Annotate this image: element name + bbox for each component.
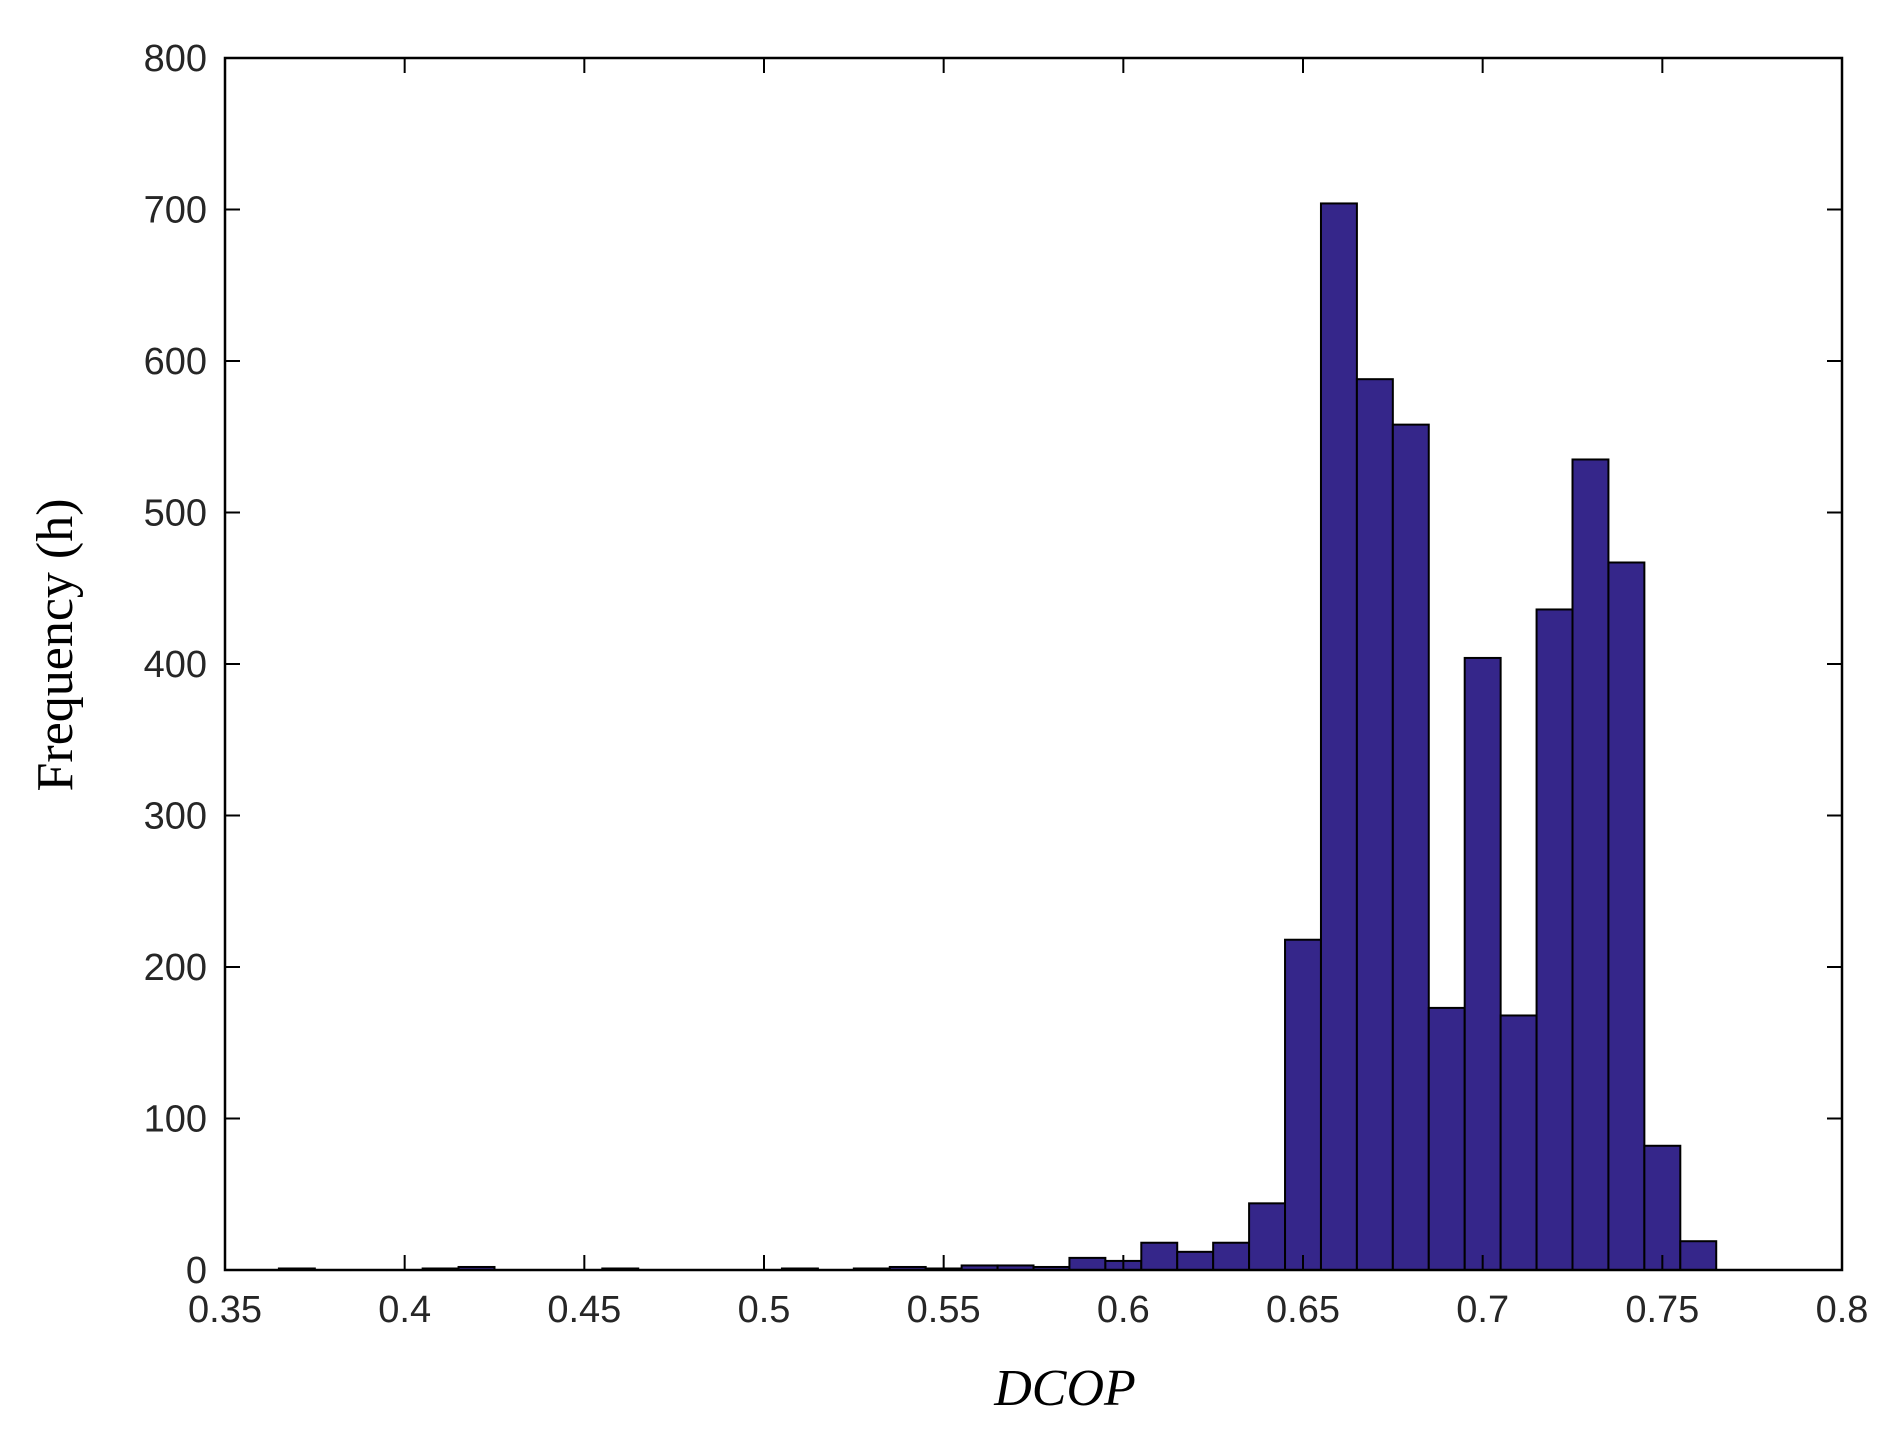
x-axis-title: DCOP <box>993 1360 1136 1417</box>
histogram-bar <box>1068 1256 1107 1272</box>
y-axis-title: Frequency (h) <box>27 498 84 791</box>
histogram-bar <box>1355 378 1394 1271</box>
x-tick-label: 0.5 <box>738 1289 791 1331</box>
histogram-bar <box>1284 938 1322 1271</box>
plot-frame <box>223 56 1844 1272</box>
y-tick-label: 100 <box>144 1099 207 1141</box>
histogram-bar <box>1427 1006 1466 1272</box>
histogram-bar <box>1140 1241 1179 1271</box>
x-tick-label: 0.65 <box>1266 1289 1340 1331</box>
histogram-bar <box>1571 458 1610 1272</box>
y-tick-label: 700 <box>144 190 207 232</box>
histogram-bar <box>1319 202 1358 1272</box>
x-tick-label: 0.8 <box>1816 1289 1869 1331</box>
histogram-bar <box>1391 423 1430 1271</box>
x-tick-label: 0.35 <box>188 1289 262 1331</box>
x-tick-label: 0.4 <box>378 1289 431 1331</box>
histogram-bar <box>1212 1241 1251 1271</box>
y-tick-label: 500 <box>144 493 207 535</box>
y-tick-label: 300 <box>144 796 207 838</box>
bars-group <box>277 202 1718 1272</box>
histogram-bar <box>1535 608 1574 1271</box>
histogram-bar <box>1499 1014 1538 1271</box>
y-tick-label: 200 <box>144 947 207 989</box>
y-tick-label: 400 <box>144 644 207 686</box>
x-tick-label: 0.7 <box>1456 1289 1509 1331</box>
histogram-bar <box>1607 561 1646 1271</box>
x-tick-label: 0.6 <box>1097 1289 1150 1331</box>
histogram-bar <box>1176 1250 1215 1271</box>
histogram-bar <box>1679 1240 1718 1271</box>
x-tick-label: 0.75 <box>1625 1289 1699 1331</box>
histogram-bar <box>1463 656 1502 1271</box>
histogram-bar <box>1643 1144 1682 1272</box>
y-tick-label: 0 <box>186 1250 207 1292</box>
tick-labels-group: 0.35 0.4 0.45 0.5 0.55 0.6 0.65 0.7 0.75 0.8 0 100 2… <box>144 38 1869 1331</box>
y-tick-label: 600 <box>144 341 207 383</box>
histogram-bar <box>1248 1202 1287 1271</box>
x-tick-label: 0.55 <box>907 1289 981 1331</box>
x-tick-label: 0.45 <box>547 1289 621 1331</box>
y-tick-label: 800 <box>144 38 207 80</box>
